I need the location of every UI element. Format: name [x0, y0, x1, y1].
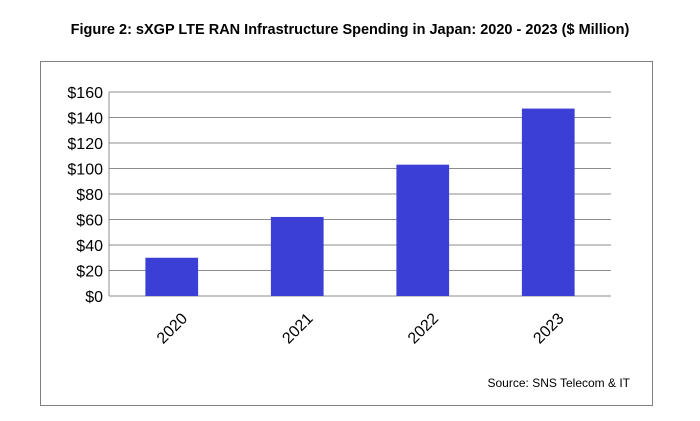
- bar-2021: [270, 216, 324, 296]
- y-tick-label: $80: [76, 187, 103, 204]
- chart-title: Figure 2: sXGP LTE RAN Infrastructure Sp…: [70, 22, 630, 38]
- y-tick-label: $100: [67, 162, 103, 179]
- bar-2020: [145, 257, 199, 296]
- bar-2022: [396, 164, 450, 296]
- x-tick-label: 2022: [405, 310, 442, 347]
- x-tick-label: 2021: [279, 310, 316, 347]
- y-tick-label: $140: [67, 111, 103, 128]
- bar-chart: $0 $20 $40 $60 $80 $100 $120 $140 $160 2020 2021 20…: [67, 85, 611, 347]
- x-tick-label: 2020: [154, 310, 191, 347]
- x-tick-label: 2023: [530, 310, 567, 347]
- y-tick-label: $20: [76, 264, 103, 281]
- chart-area: $0 $20 $40 $60 $80 $100 $120 $140 $160 2020 2021 20…: [40, 61, 653, 406]
- y-tick-label: $160: [67, 85, 103, 102]
- bar-2023: [521, 108, 575, 296]
- y-tick-label: $120: [67, 136, 103, 153]
- source-note: Source: SNS Telecom & IT: [487, 376, 631, 390]
- y-tick-label: $0: [85, 289, 103, 306]
- y-tick-label: $40: [76, 238, 103, 255]
- y-tick-label: $60: [76, 213, 103, 230]
